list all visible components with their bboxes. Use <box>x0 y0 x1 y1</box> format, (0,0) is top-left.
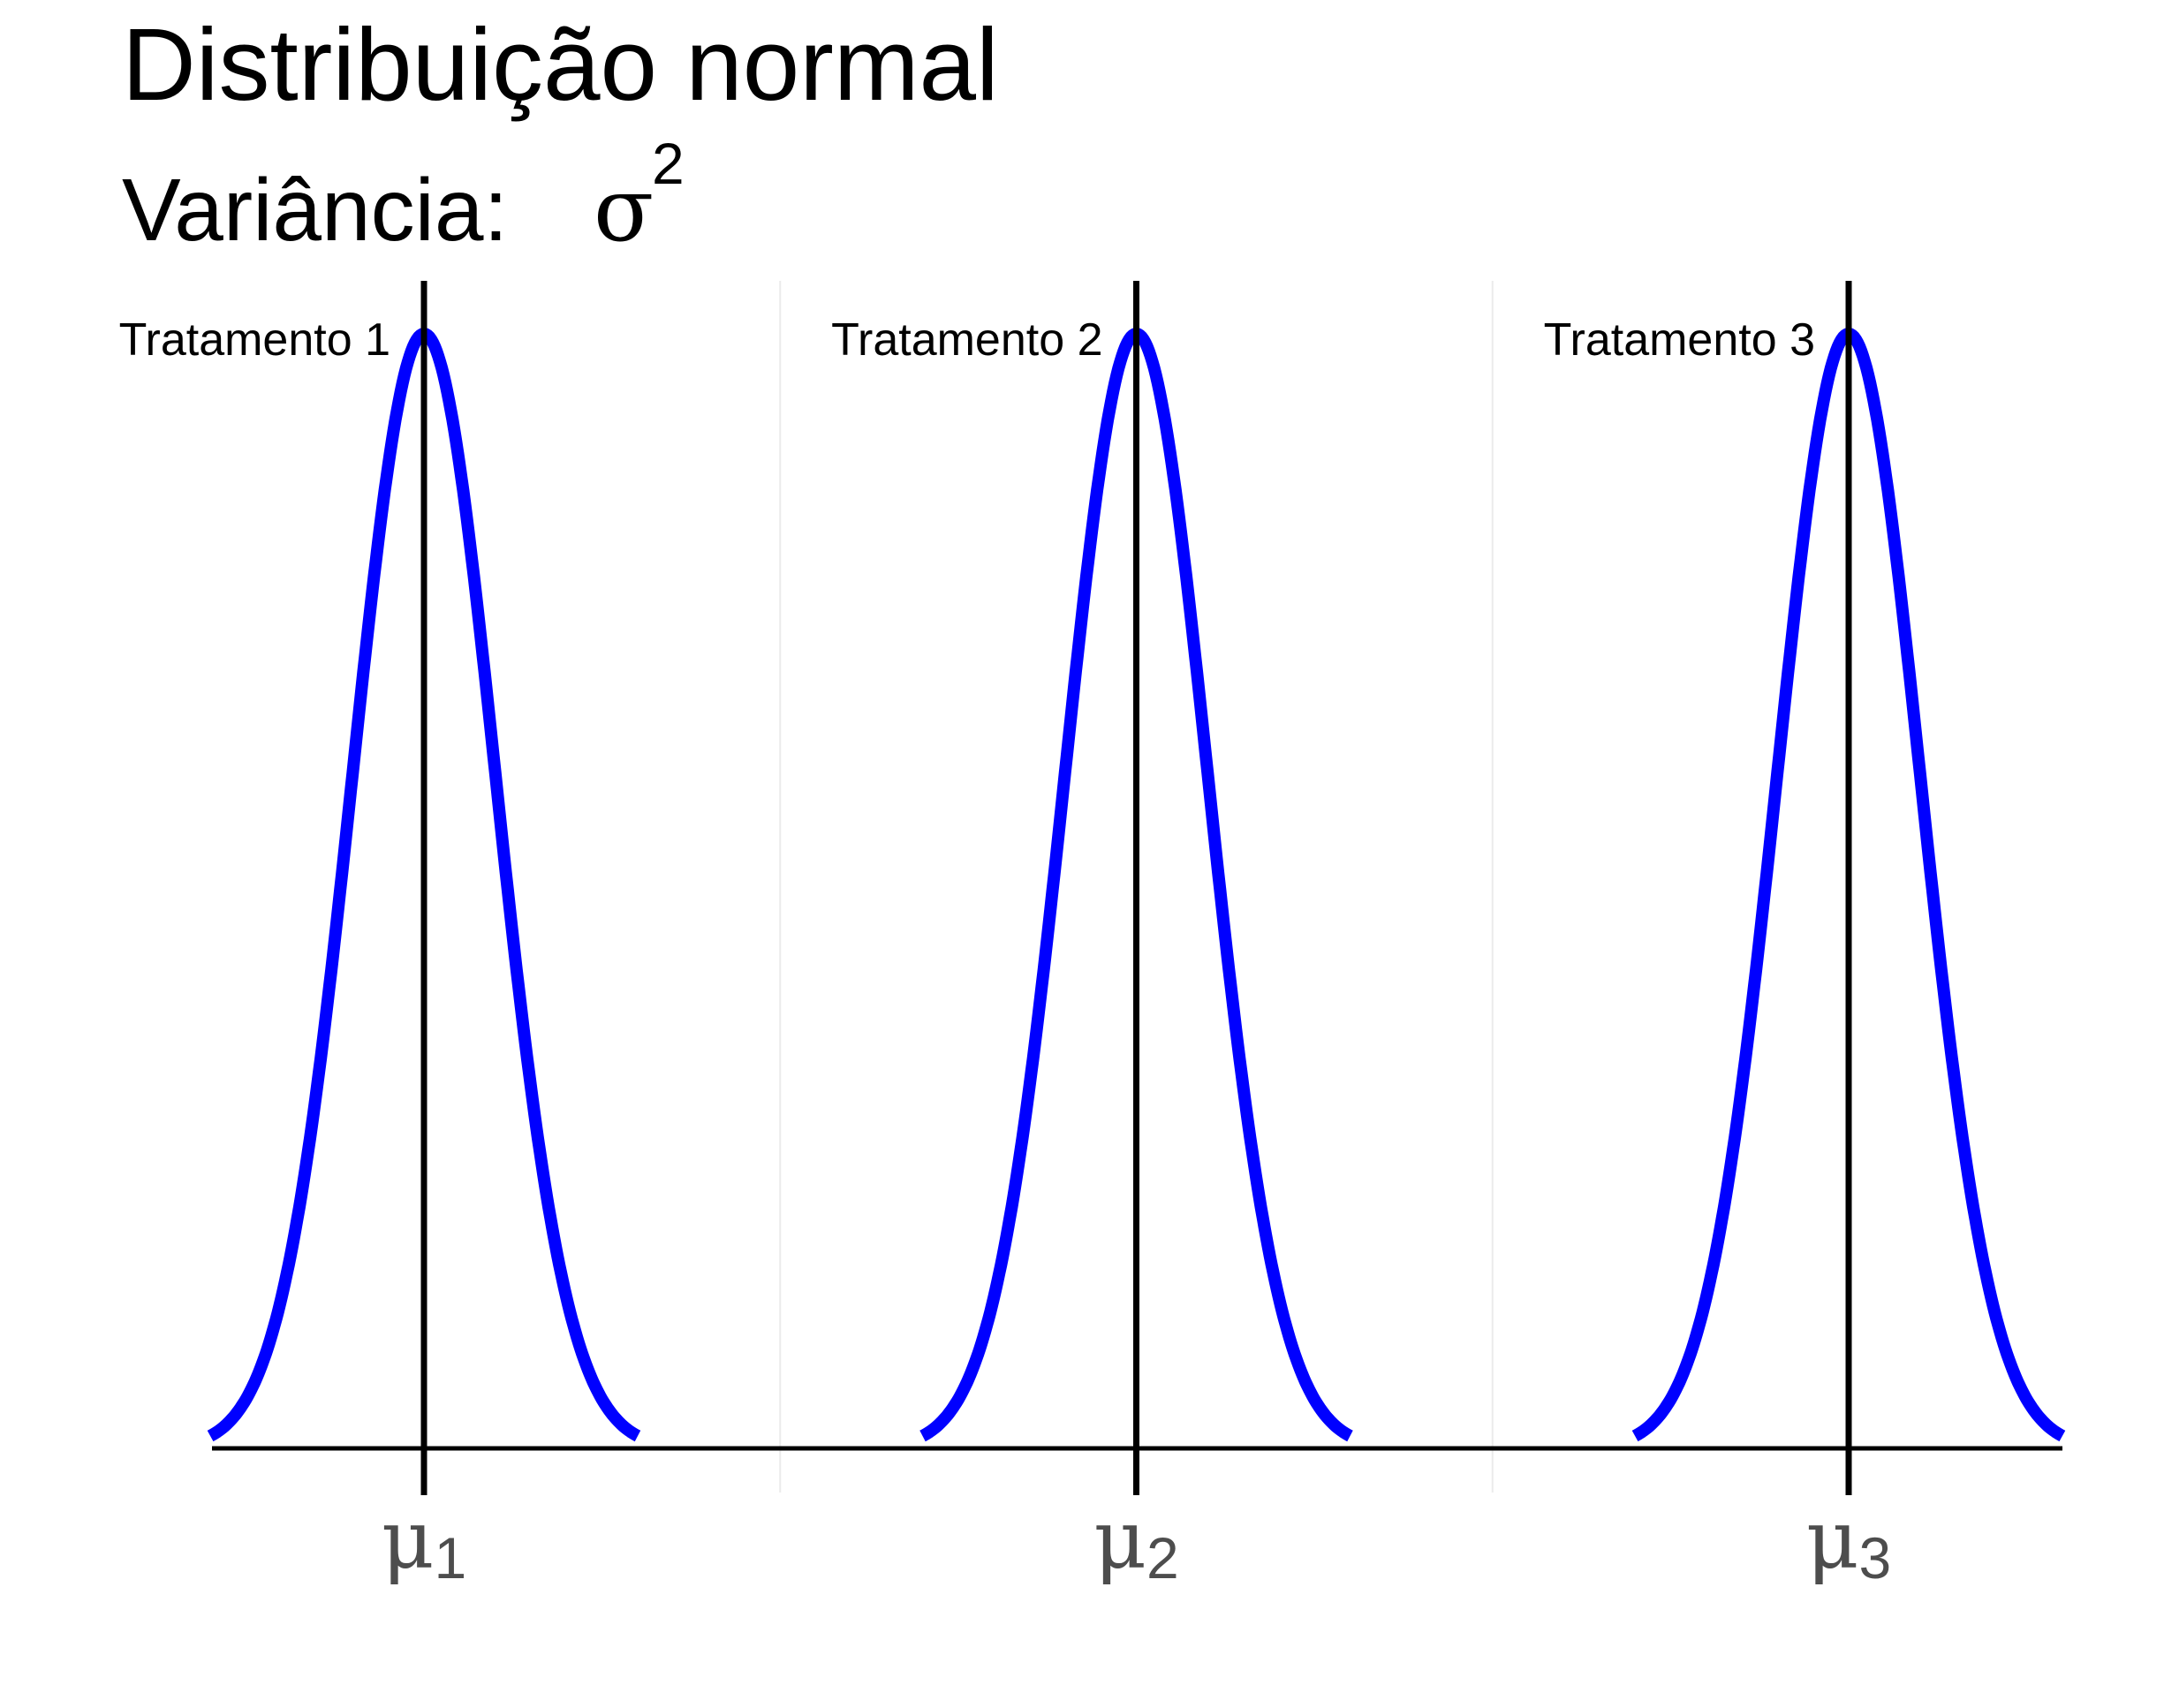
series-label-2: Tratamento 2 <box>831 314 1102 366</box>
series-label-1: Tratamento 1 <box>119 314 390 366</box>
subtitle-sigma: σ <box>594 158 654 261</box>
series-label-3: Tratamento 3 <box>1544 314 1815 366</box>
x-tick-label-3: μ3 <box>1806 1493 1892 1591</box>
chart-title: Distribuição normal <box>122 7 999 122</box>
x-tick-label-1: μ1 <box>382 1493 467 1591</box>
plot-area: Tratamento 1 Tratamento 2 Tratamento 3 μ1 μ2… <box>119 281 2067 1591</box>
subtitle-exponent: 2 <box>652 131 685 196</box>
x-tick-label-2: μ2 <box>1093 1493 1179 1591</box>
subtitle-prefix: Variância: <box>122 161 508 260</box>
chart-subtitle: Variância: σ 2 <box>122 131 685 261</box>
